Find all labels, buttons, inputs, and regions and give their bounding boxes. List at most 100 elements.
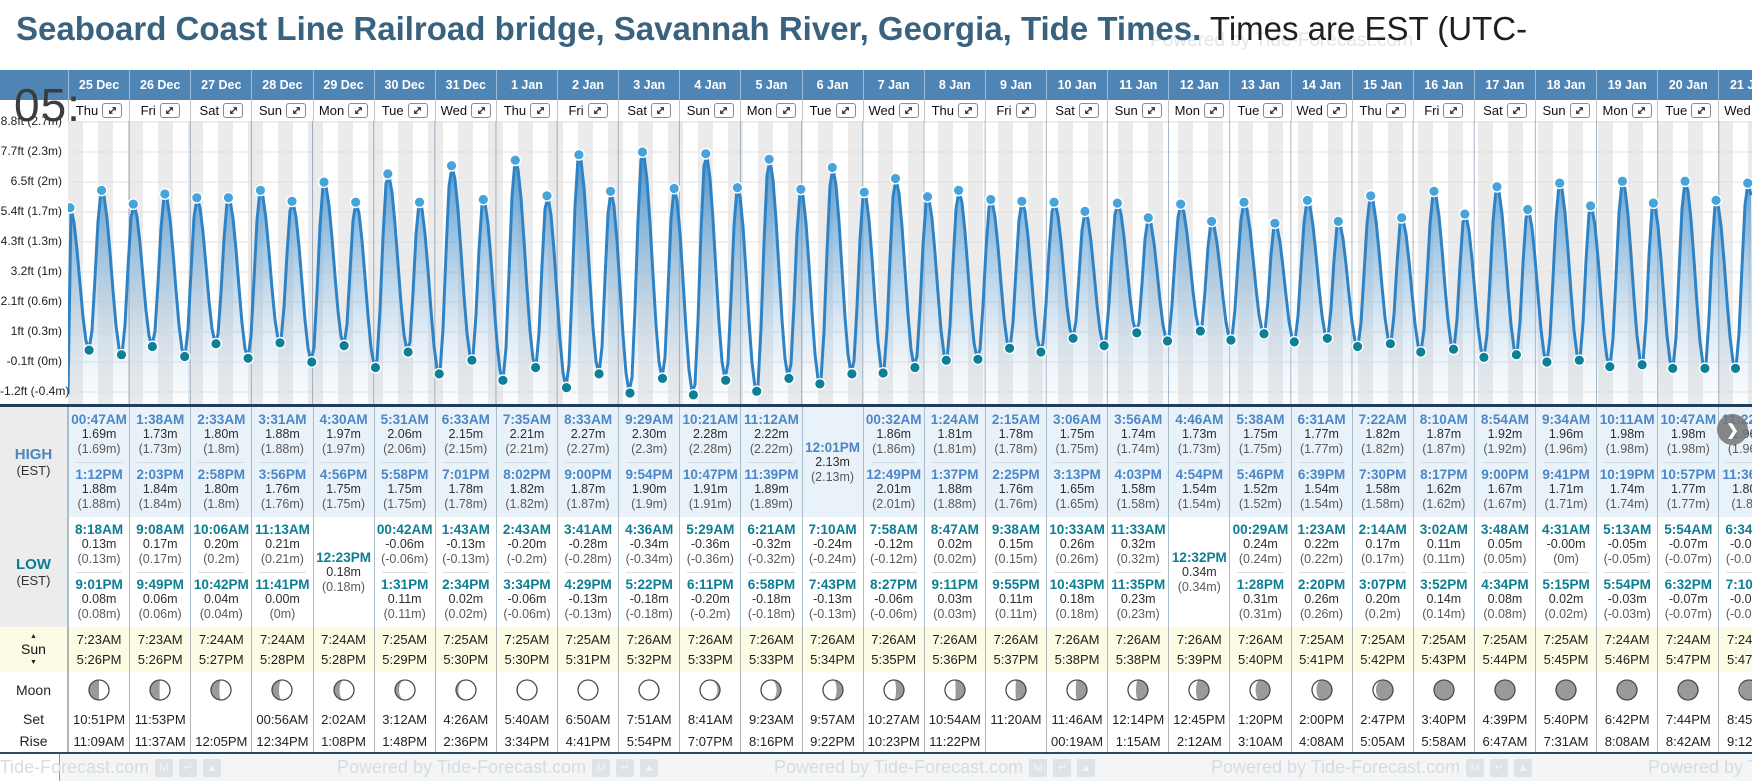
- high-tide-height-alt: (2.13m): [811, 469, 855, 484]
- expand-day-button[interactable]: [1691, 103, 1712, 118]
- moonrise-time-cell: 8:08AM: [1596, 730, 1657, 752]
- date-header-cell: 25 Dec: [68, 70, 129, 100]
- low-tide-time: 3:34PM: [503, 577, 551, 593]
- y-axis-tick-label: 7.7ft (2.3m): [0, 144, 62, 158]
- low-tide-height-alt: (-0.13m): [442, 551, 490, 566]
- expand-day-button[interactable]: [1015, 103, 1036, 118]
- moonrise-time-cell: 11:09AM: [68, 730, 129, 752]
- expand-day-button[interactable]: [1385, 103, 1406, 118]
- expand-day-button[interactable]: [286, 103, 306, 118]
- low-tide-time: 2:34PM: [442, 577, 490, 593]
- entry-separator: [1176, 461, 1223, 463]
- sunset-time: 5:29PM: [382, 651, 428, 667]
- low-tide-point: [1098, 339, 1111, 352]
- expand-day-button[interactable]: [348, 103, 369, 118]
- low-tide-time: 5:54PM: [1603, 577, 1651, 593]
- high-tide-height-alt: (1.82m): [1361, 441, 1405, 456]
- high-tide-entry: 9:29AM 2.30m (2.3m): [619, 412, 679, 457]
- high-tide-cell: 6:31AM 1.77m (1.77m) 6:39PM 1.54m (1.54m): [1290, 407, 1352, 517]
- low-tide-height-alt: (0.18m): [1055, 607, 1099, 622]
- low-tide-point: [782, 372, 795, 385]
- low-tide-height: 0.02m: [937, 536, 973, 551]
- low-tide-height-alt: (0.2m): [1364, 607, 1401, 622]
- low-tide-time: 11:13AM: [255, 521, 310, 537]
- expand-day-button[interactable]: [776, 103, 797, 118]
- low-tide-height: -0.09m: [1729, 592, 1752, 607]
- high-tide-entry: 7:01PM 1.78m (1.78m): [436, 467, 496, 512]
- low-tide-time: 3:48AM: [1480, 521, 1529, 537]
- high-tide-height: 1.96m: [1548, 426, 1584, 441]
- entry-separator: [137, 461, 184, 463]
- moon-phase-icon: [516, 679, 538, 701]
- sunset-time: 5:45PM: [1543, 651, 1589, 667]
- low-tide-cell: 11:13AM 0.21m (0.21m) 11:41PM 0.00m (0m): [251, 517, 312, 627]
- expand-diagonal-arrows-icon: [1697, 107, 1705, 114]
- chart-y-axis: 8.8ft (2.7m) 7.7ft (2.3m) 6.5ft (2m) 5.4ft …: [0, 114, 69, 404]
- expand-day-button[interactable]: [958, 103, 979, 118]
- high-tide-point: [1048, 196, 1061, 209]
- sun-times-cell: 7:26AM 5:35PM: [862, 627, 924, 672]
- expand-day-button[interactable]: [713, 103, 734, 118]
- high-tide-time: 8:17PM: [1420, 467, 1468, 483]
- sunrise-time: 7:24AM: [1604, 631, 1650, 647]
- expand-day-button[interactable]: [223, 103, 244, 118]
- date-header-cell: 15 Jan: [1351, 70, 1413, 100]
- entry-separator: [1298, 461, 1345, 463]
- high-tide-point: [1078, 205, 1091, 218]
- expand-day-button[interactable]: [407, 103, 428, 118]
- expand-day-button[interactable]: [1569, 103, 1590, 118]
- high-tide-entry: 2:03PM 1.84m (1.84m): [130, 467, 190, 512]
- high-tide-time: 7:30PM: [1359, 467, 1407, 483]
- high-tide-time: 7:01PM: [442, 467, 490, 483]
- high-tide-height: 1.82m: [1365, 426, 1401, 441]
- moon-phase-cell: [862, 672, 924, 708]
- low-tide-height: 0.17m: [1365, 536, 1401, 551]
- high-tide-time: 11:12AM: [744, 411, 799, 427]
- low-tide-entry: 00:42AM -0.06m (-0.06m): [375, 522, 435, 567]
- low-tide-point: [1447, 343, 1460, 356]
- low-tide-point: [242, 352, 255, 365]
- high-row-label: HIGH (EST): [0, 407, 68, 517]
- low-tide-cell: 2:14AM 0.17m (0.17m) 3:07PM 0.20m (0.2m): [1351, 517, 1413, 627]
- expand-day-button[interactable]: [1203, 103, 1224, 118]
- high-tide-entry: 5:58PM 1.75m (1.75m): [375, 467, 435, 512]
- tide-curve-svg: [63, 121, 1752, 404]
- expand-day-button[interactable]: [1506, 103, 1527, 118]
- low-tide-point: [433, 367, 446, 380]
- expand-day-button[interactable]: [1631, 103, 1652, 118]
- low-tide-height-alt: (-0.07m): [1664, 551, 1712, 566]
- expand-day-button[interactable]: [650, 103, 671, 118]
- entry-separator: [870, 571, 917, 573]
- watermark-text: Powered by Tide-Forecast.com: [337, 757, 587, 777]
- expand-day-button[interactable]: [587, 103, 608, 118]
- expand-day-button[interactable]: [1078, 103, 1099, 118]
- low-tide-entry: 10:42PM 0.04m (0.04m): [191, 577, 251, 622]
- expand-day-button[interactable]: [1141, 103, 1162, 118]
- expand-day-button[interactable]: [471, 103, 492, 118]
- moon-phase-icon: [455, 679, 477, 701]
- low-tide-cell: 00:29AM 0.24m (0.24m) 1:28PM 0.31m (0.31m): [1229, 517, 1290, 627]
- entry-separator: [1543, 571, 1590, 573]
- expand-day-button[interactable]: [530, 103, 551, 118]
- high-tide-time: 00:47AM: [71, 411, 127, 427]
- expand-day-button[interactable]: [1326, 103, 1347, 118]
- expand-day-button[interactable]: [835, 103, 856, 118]
- high-tide-height-alt: (2.01m): [872, 497, 916, 512]
- low-tide-time: 5:29AM: [686, 521, 735, 537]
- expand-day-button[interactable]: [102, 103, 123, 118]
- high-tide-height: 2.21m: [509, 426, 545, 441]
- expand-day-button[interactable]: [1263, 103, 1284, 118]
- expand-day-button[interactable]: [159, 103, 180, 118]
- moon-phase-icon: [1616, 679, 1638, 701]
- date-header-cell: 29 Dec: [312, 70, 374, 100]
- low-tide-height: 0.06m: [142, 592, 178, 607]
- next-days-button[interactable]: ❯: [1717, 414, 1748, 445]
- moonrise-time-cell: 00:19AM: [1046, 730, 1107, 752]
- entry-separator: [503, 571, 550, 573]
- sunrise-time: 7:26AM: [1115, 631, 1161, 647]
- expand-day-button[interactable]: [1443, 103, 1464, 118]
- moon-phase-cell: [1535, 672, 1596, 708]
- expand-day-button[interactable]: [898, 103, 919, 118]
- entry-separator: [687, 571, 734, 573]
